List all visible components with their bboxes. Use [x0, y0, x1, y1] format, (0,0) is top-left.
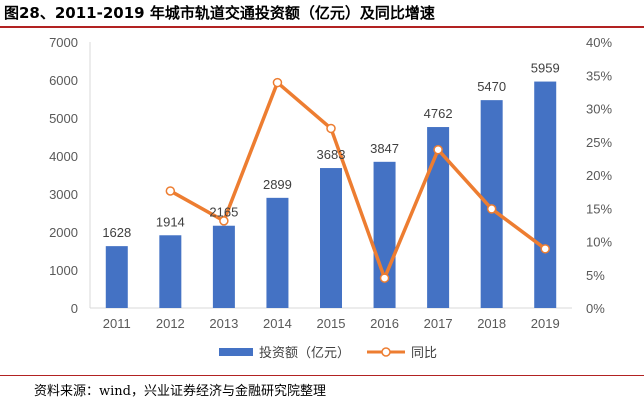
- y-left-tick-label: 0: [71, 301, 78, 316]
- y-right-tick-label: 0%: [586, 301, 605, 316]
- bar-data-label: 4762: [424, 106, 453, 121]
- bar-data-label: 2165: [209, 205, 238, 220]
- y-left-tick-label: 1000: [49, 263, 78, 278]
- legend-swatch-marker: [381, 347, 391, 357]
- legend-swatch-bar: [219, 348, 253, 356]
- growth-point: [486, 204, 497, 214]
- bar-data-label: 2899: [263, 177, 292, 192]
- y-right-tick-label: 15%: [586, 201, 612, 216]
- footer-divider: [0, 375, 644, 376]
- x-tick-label: 2013: [209, 316, 238, 331]
- bar-data-label: 3847: [370, 141, 399, 156]
- y-left-tick-label: 3000: [49, 187, 78, 202]
- growth-point: [219, 216, 229, 226]
- x-tick-label: 2012: [156, 316, 185, 331]
- growth-point: [165, 186, 176, 196]
- x-tick-label: 2011: [103, 316, 131, 331]
- bar: [480, 100, 503, 308]
- y-left-tick-label: 5000: [49, 111, 78, 126]
- growth-point: [272, 77, 283, 88]
- growth-point: [326, 123, 336, 134]
- y-right-tick-label: 30%: [586, 102, 612, 117]
- x-tick-label: 2015: [317, 316, 346, 331]
- y-right-tick-label: 10%: [586, 235, 612, 250]
- x-tick-label: 2019: [531, 316, 560, 331]
- bar: [427, 127, 450, 308]
- bar: [320, 168, 342, 308]
- legend-label-bar: 投资额（亿元）: [259, 345, 350, 361]
- growth-point: [379, 273, 390, 283]
- bar-data-label: 5959: [531, 61, 560, 76]
- growth-point: [433, 144, 443, 155]
- bar-data-label: 3683: [317, 147, 346, 162]
- growth-line: [169, 80, 547, 280]
- y-right-tick-label: 40%: [586, 35, 612, 50]
- growth-point: [540, 244, 550, 254]
- y-right-tick-label: 20%: [586, 168, 612, 183]
- x-tick-label: 2018: [477, 316, 506, 331]
- x-tick-label: 2016: [370, 316, 399, 331]
- bar-data-label: 5470: [477, 79, 506, 94]
- source-note: 资料来源：wind，兴业证券经济与金融研究院整理: [34, 384, 326, 399]
- bar: [105, 246, 128, 308]
- y-left-tick-label: 4000: [49, 149, 78, 164]
- chart-title: 图28、2011-2019 年城市轨道交通投资额（亿元）及同比增速: [4, 4, 435, 22]
- bar: [534, 81, 557, 308]
- x-tick-label: 2014: [263, 316, 292, 331]
- bar: [266, 197, 289, 308]
- x-tick-label: 2017: [424, 316, 453, 331]
- y-left-tick-label: 2000: [49, 225, 78, 240]
- title-divider: [0, 26, 644, 28]
- y-left-tick-label: 6000: [49, 73, 78, 88]
- y-right-tick-label: 35%: [586, 68, 612, 83]
- y-left-tick-label: 7000: [49, 35, 78, 50]
- y-right-tick-label: 5%: [586, 268, 605, 283]
- bar: [373, 161, 396, 308]
- bar-data-label: 1628: [102, 225, 131, 240]
- y-right-tick-label: 25%: [586, 135, 612, 150]
- legend-label-line: 同比: [411, 346, 437, 361]
- bar: [159, 235, 182, 308]
- bar: [212, 225, 235, 308]
- bar-data-label: 1914: [156, 214, 185, 229]
